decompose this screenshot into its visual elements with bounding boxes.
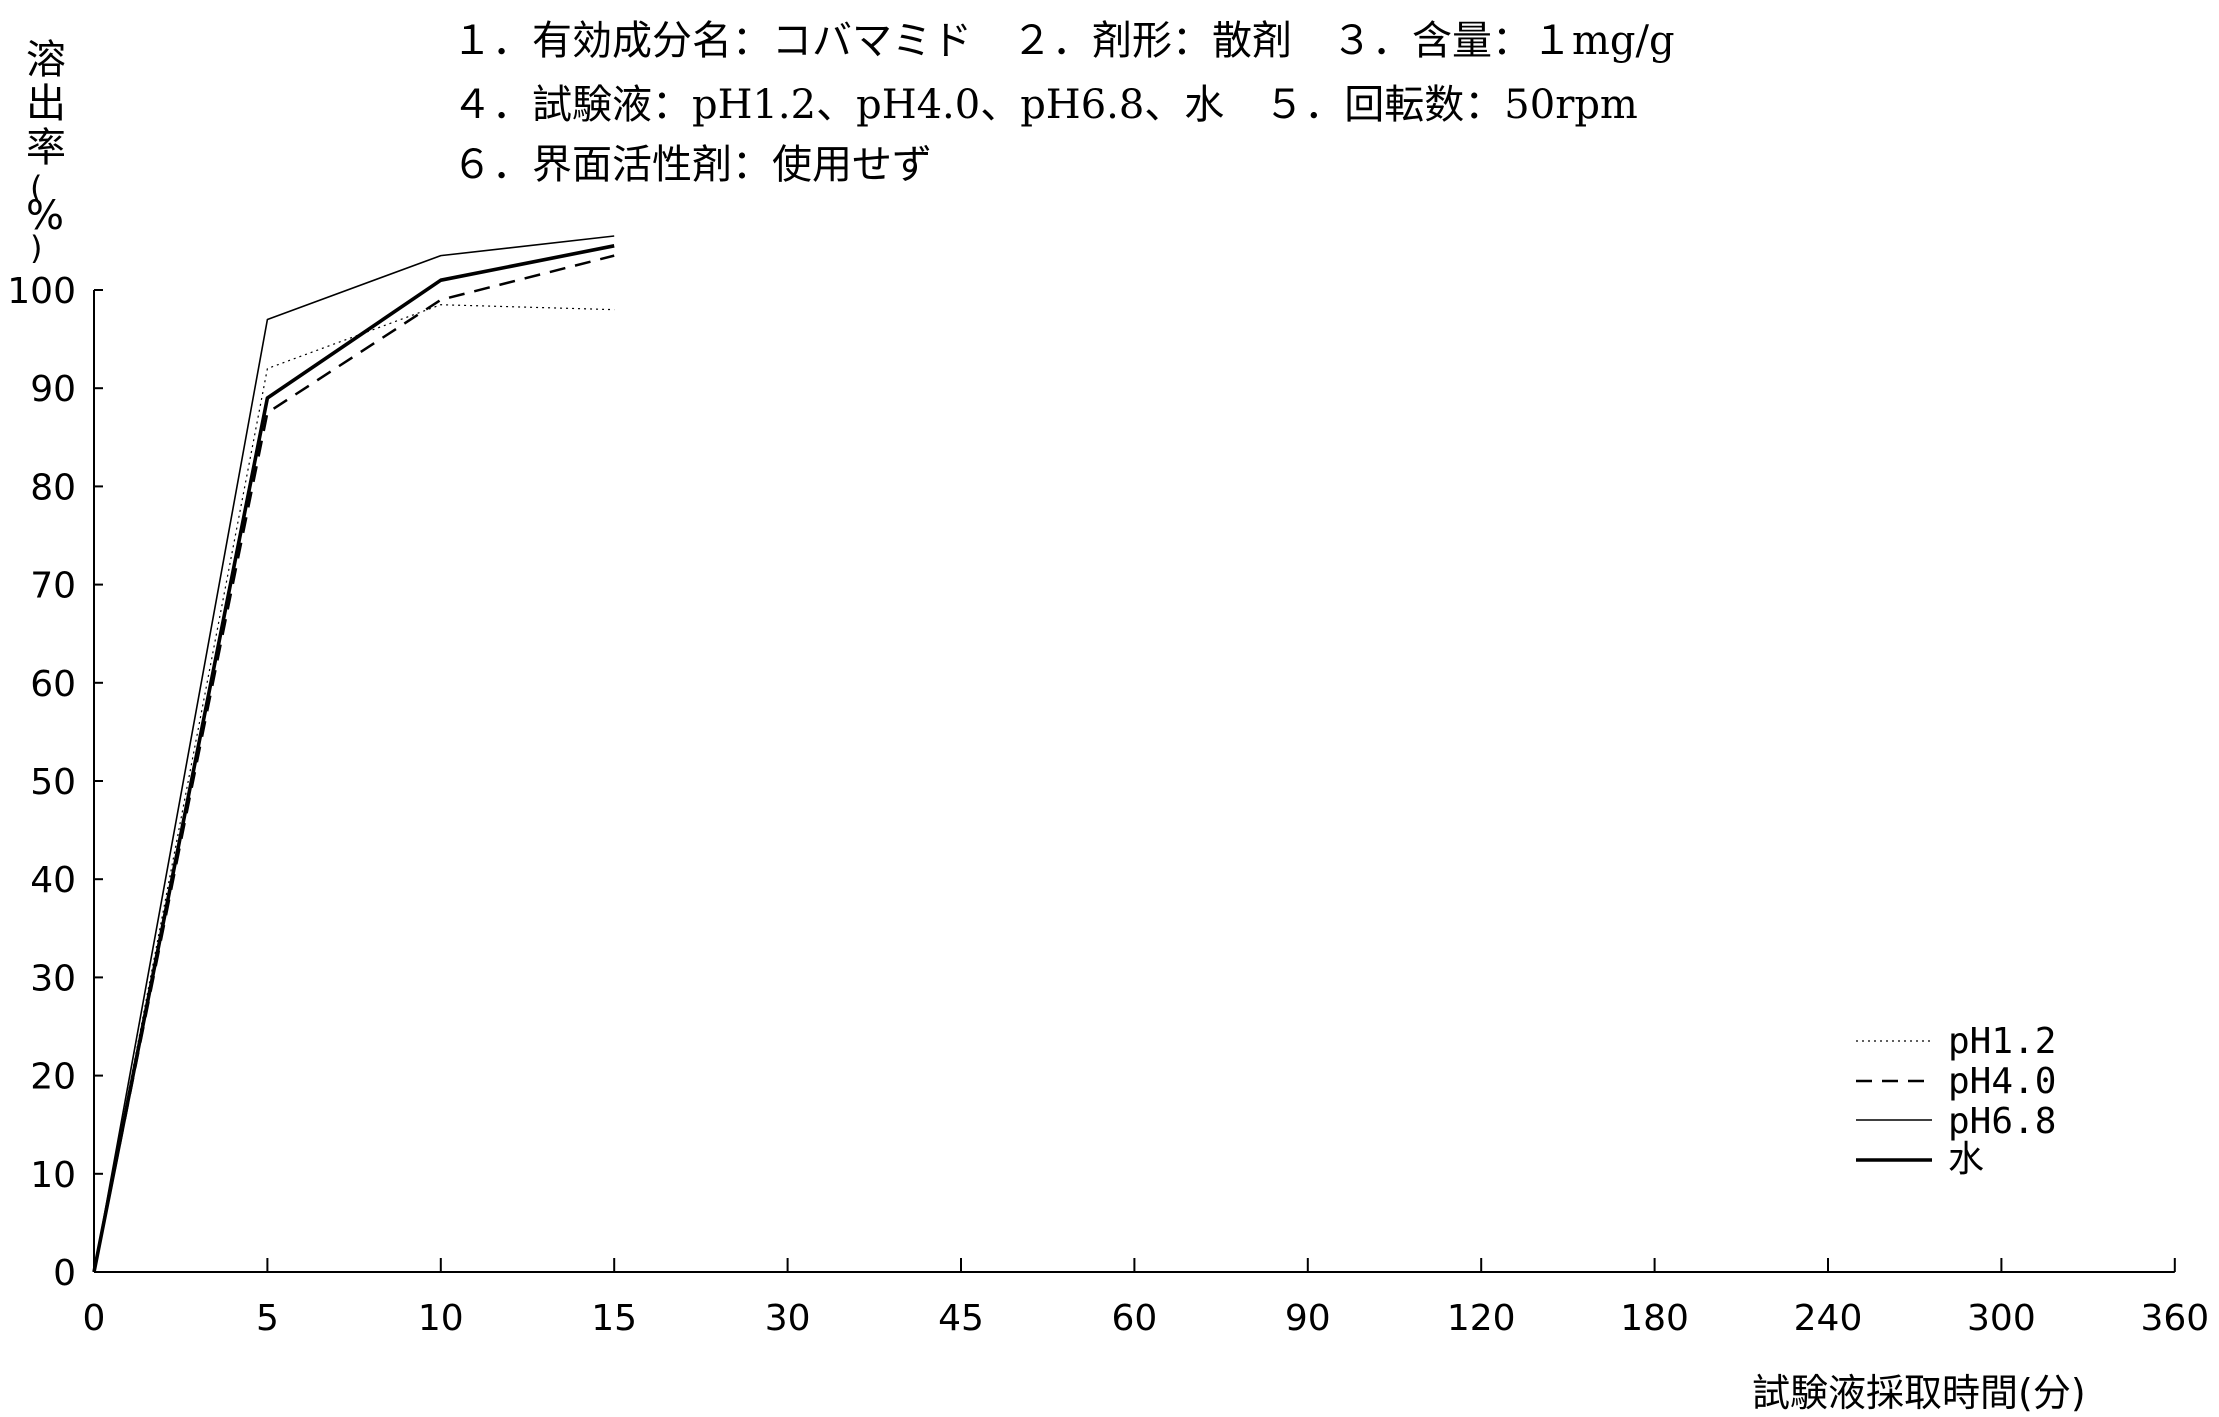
y-axis-label-char: ) bbox=[30, 229, 43, 267]
series-line-2 bbox=[93, 235, 615, 1273]
x-tick-label: 10 bbox=[418, 1298, 464, 1339]
legend-label-ph40: pH4.0 bbox=[1948, 1061, 2057, 1102]
y-tick-label: 50 bbox=[30, 762, 76, 803]
header-line-1: １．有効成分名：コバマミド ２．剤形：散剤 ３．含量：１mg/g bbox=[452, 18, 1675, 64]
y-tick-label: 30 bbox=[30, 958, 76, 999]
y-tick-label: 10 bbox=[30, 1155, 76, 1196]
y-axis-label-char: 出 bbox=[26, 81, 66, 127]
x-tick-label: 120 bbox=[1447, 1298, 1516, 1339]
y-tick-label: 60 bbox=[30, 664, 76, 705]
y-tick-label: 100 bbox=[7, 271, 76, 312]
y-tick-label: 70 bbox=[30, 566, 76, 607]
y-axis-label-char: ( bbox=[30, 169, 43, 207]
x-tick-label: 30 bbox=[765, 1298, 811, 1339]
y-tick-label: 40 bbox=[30, 860, 76, 901]
x-tick-label: 5 bbox=[256, 1298, 279, 1339]
series-line-0 bbox=[93, 304, 615, 1273]
series-line-3 bbox=[92, 244, 615, 1273]
legend-label-ph12: pH1.2 bbox=[1948, 1021, 2057, 1062]
x-tick-label: 90 bbox=[1285, 1298, 1331, 1339]
x-tick-label: 300 bbox=[1967, 1298, 2036, 1339]
y-axis-label-char: 溶 bbox=[26, 37, 66, 83]
y-tick-label: 90 bbox=[30, 369, 76, 410]
series-line-1 bbox=[92, 254, 615, 1273]
y-tick-label: 80 bbox=[30, 467, 76, 508]
legend-label-water: 水 bbox=[1948, 1139, 1985, 1180]
y-axis-label-char: 率 bbox=[26, 125, 66, 171]
x-tick-label: 15 bbox=[591, 1298, 637, 1339]
x-tick-label: 60 bbox=[1111, 1298, 1157, 1339]
x-tick-label: 240 bbox=[1794, 1298, 1863, 1339]
x-tick-label: 0 bbox=[83, 1298, 106, 1339]
x-tick-label: 360 bbox=[2140, 1298, 2209, 1339]
x-tick-label: 180 bbox=[1620, 1298, 1689, 1339]
header-line-3: ６．界面活性剤：使用せず bbox=[452, 142, 932, 188]
x-axis-label: 試験液採取時間(分) bbox=[1752, 1371, 2086, 1415]
y-axis-label-char: % bbox=[26, 193, 65, 239]
legend-label-ph68: pH6.8 bbox=[1948, 1101, 2057, 1142]
header-line-2: ４．試験液：pH1.2、pH4.0、pH6.8、水 ５．回転数：50rpm bbox=[452, 82, 1638, 128]
x-tick-label: 45 bbox=[938, 1298, 984, 1339]
y-tick-label: 20 bbox=[30, 1057, 76, 1098]
y-tick-label: 0 bbox=[53, 1253, 76, 1294]
